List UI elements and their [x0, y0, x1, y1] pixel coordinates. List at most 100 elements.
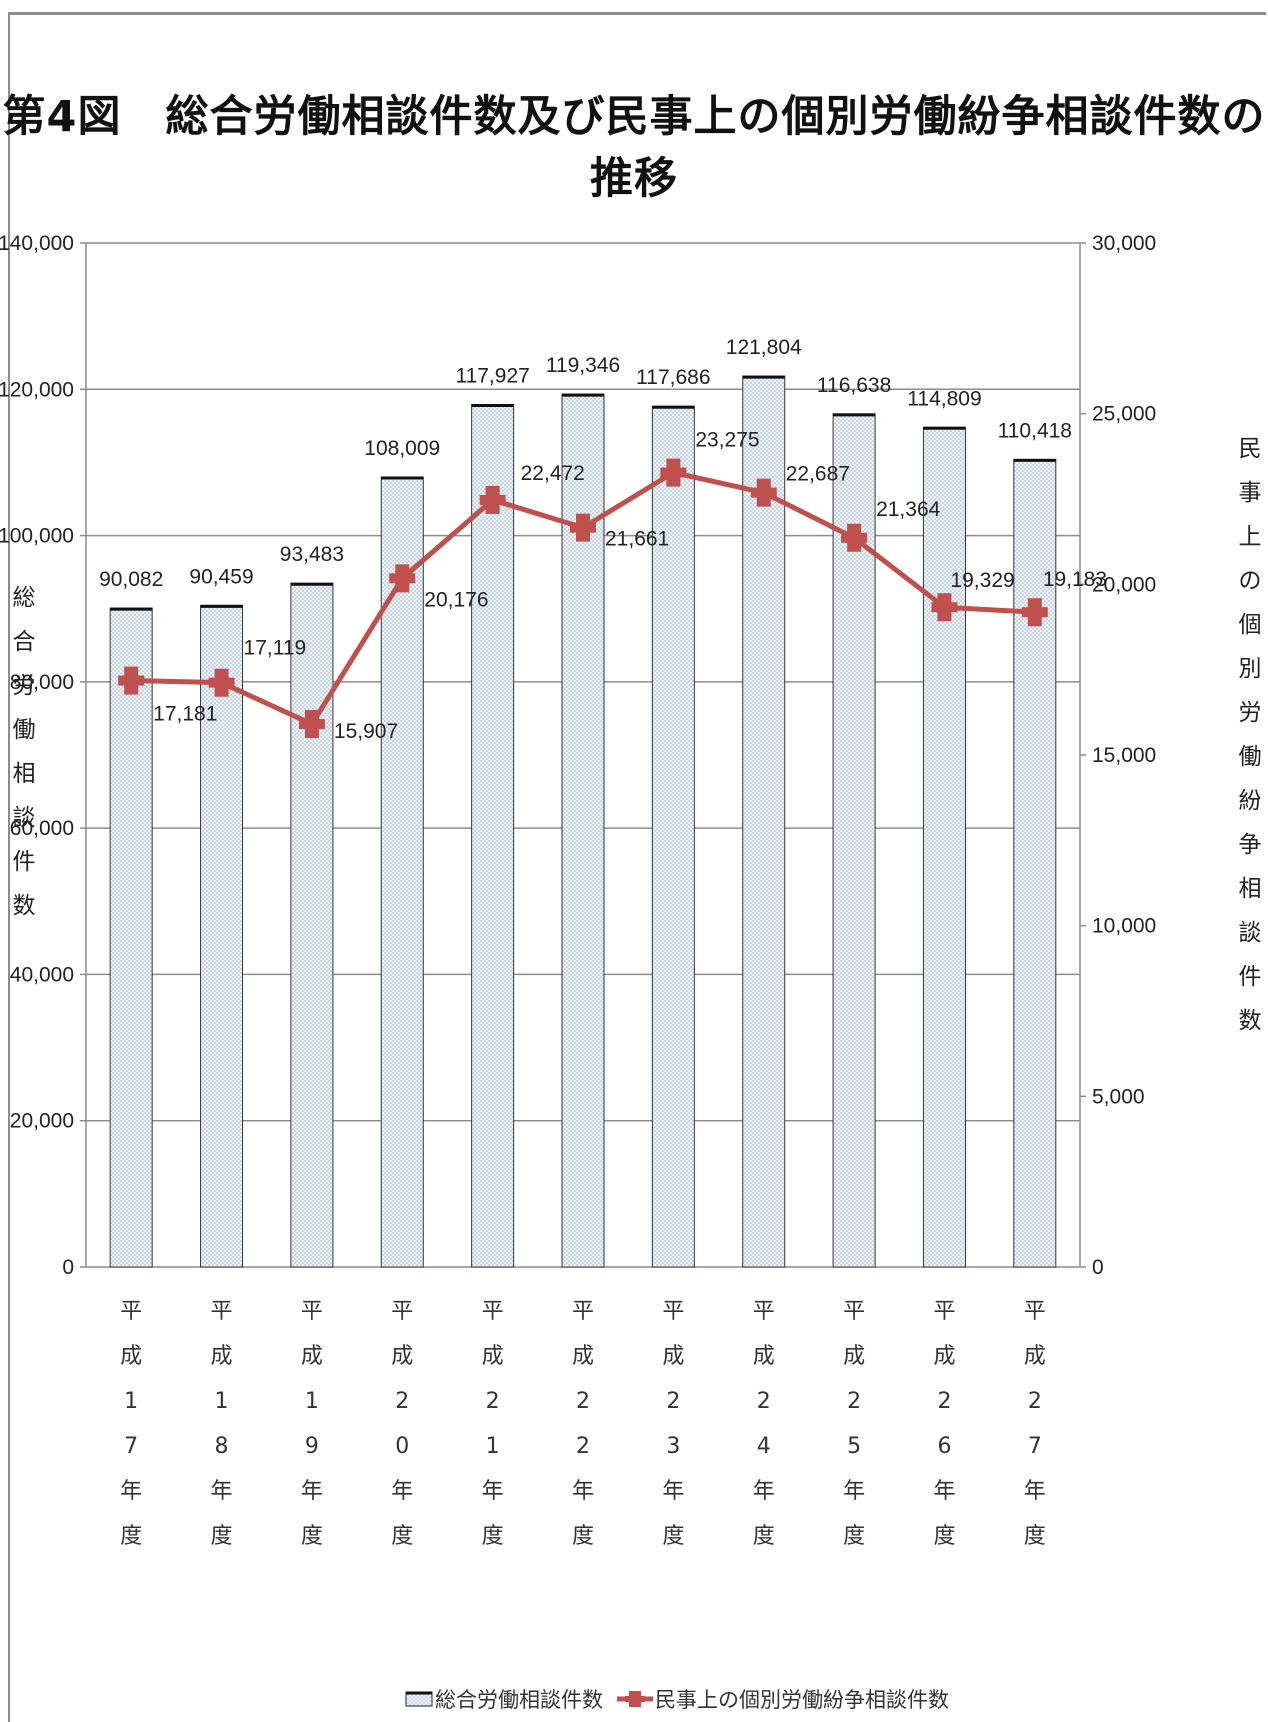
bar-value-label: 116,638 — [817, 374, 891, 397]
right-axis-title-char: 民 — [1239, 436, 1262, 462]
category-char: 1 — [215, 1389, 229, 1414]
category-char: 平 — [211, 1299, 233, 1324]
category-char: 平 — [301, 1299, 323, 1324]
category-char: 度 — [1024, 1524, 1046, 1549]
category-char: 度 — [662, 1524, 684, 1549]
line-value-label: 23,275 — [695, 429, 759, 452]
chart-title: 第4図 総合労働相談件数及び民事上の個別労働紛争相談件数の推移 — [2, 92, 1266, 204]
left-tick-label: 0 — [62, 1256, 74, 1279]
category-char: 成 — [753, 1344, 775, 1369]
category-char: 年 — [120, 1479, 142, 1504]
right-axis-title-char: 相 — [1239, 876, 1262, 902]
legend-line-swatch — [617, 1691, 653, 1707]
category-char: 年 — [933, 1479, 955, 1504]
legend-item-line: 民事上の個別労働紛争相談件数 — [615, 1684, 949, 1714]
category-char: 7 — [124, 1434, 138, 1459]
category-char: 1 — [124, 1389, 138, 1414]
bar-value-label: 114,809 — [907, 387, 981, 410]
left-axis-title-char: 労 — [13, 673, 36, 699]
bar-value-label: 90,459 — [189, 565, 253, 588]
left-axis-title-char: 総 — [13, 585, 36, 611]
line-value-label: 17,181 — [153, 703, 217, 726]
marker-horizontal — [750, 487, 777, 498]
category-char: 成 — [843, 1344, 865, 1369]
bar-value-label: 117,927 — [455, 364, 529, 387]
line-marker — [118, 666, 145, 695]
category-char: 平 — [391, 1299, 413, 1324]
category-char: 平 — [662, 1299, 684, 1324]
category-char: 1 — [305, 1389, 319, 1414]
category-label: 平成 2 6 年度 — [933, 1299, 955, 1549]
right-tick-label: 25,000 — [1092, 403, 1156, 426]
category-char: 年 — [211, 1479, 233, 1504]
line-marker — [298, 710, 325, 739]
category-label: 平成 2 5 年度 — [843, 1299, 865, 1549]
category-label: 平成 1 7 年度 — [120, 1299, 142, 1549]
line-marker — [841, 523, 868, 552]
category-char: 平 — [572, 1299, 594, 1324]
line-marker — [208, 668, 235, 697]
right-tick-label: 30,000 — [1092, 232, 1156, 255]
category-char: 2 — [937, 1389, 951, 1414]
left-tick-label: 140,000 — [0, 232, 74, 255]
category-char: 度 — [211, 1524, 233, 1549]
bar-value-label: 93,483 — [280, 543, 344, 566]
right-tick-label: 20,000 — [1092, 573, 1156, 596]
category-char: 2 — [757, 1389, 771, 1414]
category-char: 1 — [486, 1434, 500, 1459]
category-char: 平 — [843, 1299, 865, 1324]
line-value-label: 19,329 — [950, 569, 1014, 592]
category-char: 2 — [666, 1389, 680, 1414]
left-axis-ticks: 0 20,000 40,000 60,000 80,000 100,000 120,000 1… — [0, 232, 86, 1279]
right-axis-title-char: の — [1239, 568, 1262, 594]
category-char: 年 — [843, 1479, 865, 1504]
legend-bar-label: 総合労働相談件数 — [435, 1688, 603, 1712]
category-char: 2 — [847, 1389, 861, 1414]
category-char: 年 — [1024, 1479, 1046, 1504]
category-char: 度 — [120, 1524, 142, 1549]
right-axis-title-char: 個 — [1239, 612, 1262, 638]
right-tick-label: 5,000 — [1092, 1085, 1145, 1108]
right-axis-title: 民事上の個別労働紛争相談件数 — [1239, 436, 1262, 1034]
legend-line-label: 民事上の個別労働紛争相談件数 — [655, 1688, 949, 1712]
category-char: 成 — [572, 1344, 594, 1369]
right-axis-title-char: 争 — [1239, 832, 1262, 858]
category-char: 2 — [576, 1434, 590, 1459]
bar — [290, 582, 334, 1268]
category-char: 4 — [757, 1434, 771, 1459]
line-marker — [750, 478, 777, 507]
category-char: 2 — [576, 1389, 590, 1414]
line-value-label: 22,687 — [786, 463, 850, 486]
bar-value-label: 108,009 — [364, 437, 440, 460]
category-char: 平 — [482, 1299, 504, 1324]
bar-value-label: 117,686 — [636, 366, 710, 389]
marker-horizontal — [1021, 607, 1048, 618]
left-axis-title: 総合労働相談件数 — [13, 585, 36, 919]
left-axis-title-char: 件 — [13, 849, 36, 875]
line-value-label: 21,364 — [876, 498, 941, 521]
left-axis-title-char: 合 — [13, 629, 36, 655]
category-char: 9 — [305, 1434, 319, 1459]
bar — [742, 375, 786, 1268]
category-char: 平 — [1024, 1299, 1046, 1324]
line-value-label: 22,472 — [521, 462, 585, 485]
category-label: 平成 2 0 年度 — [391, 1299, 413, 1549]
chart-frame — [8, 12, 1266, 1722]
category-char: 年 — [391, 1479, 413, 1504]
bar-value-label: 119,346 — [546, 354, 620, 377]
category-char: 年 — [301, 1479, 323, 1504]
line-marker — [389, 564, 416, 593]
left-tick-label: 40,000 — [10, 963, 74, 986]
right-tick-label: 0 — [1092, 1256, 1104, 1279]
category-char: 度 — [933, 1524, 955, 1549]
category-char: 成 — [933, 1344, 955, 1369]
line-marker — [660, 458, 687, 487]
bar-value-label: 121,804 — [726, 336, 802, 359]
category-char: 2 — [486, 1389, 500, 1414]
category-label: 平成 2 3 年度 — [662, 1299, 684, 1549]
right-axis-title-char: 談 — [1239, 920, 1262, 946]
right-axis-title-char: 数 — [1239, 1008, 1262, 1034]
right-axis-title-char: 件 — [1239, 964, 1262, 990]
category-label: 平成 1 9 年度 — [301, 1299, 323, 1549]
category-label: 平成 2 1 年度 — [482, 1299, 504, 1549]
